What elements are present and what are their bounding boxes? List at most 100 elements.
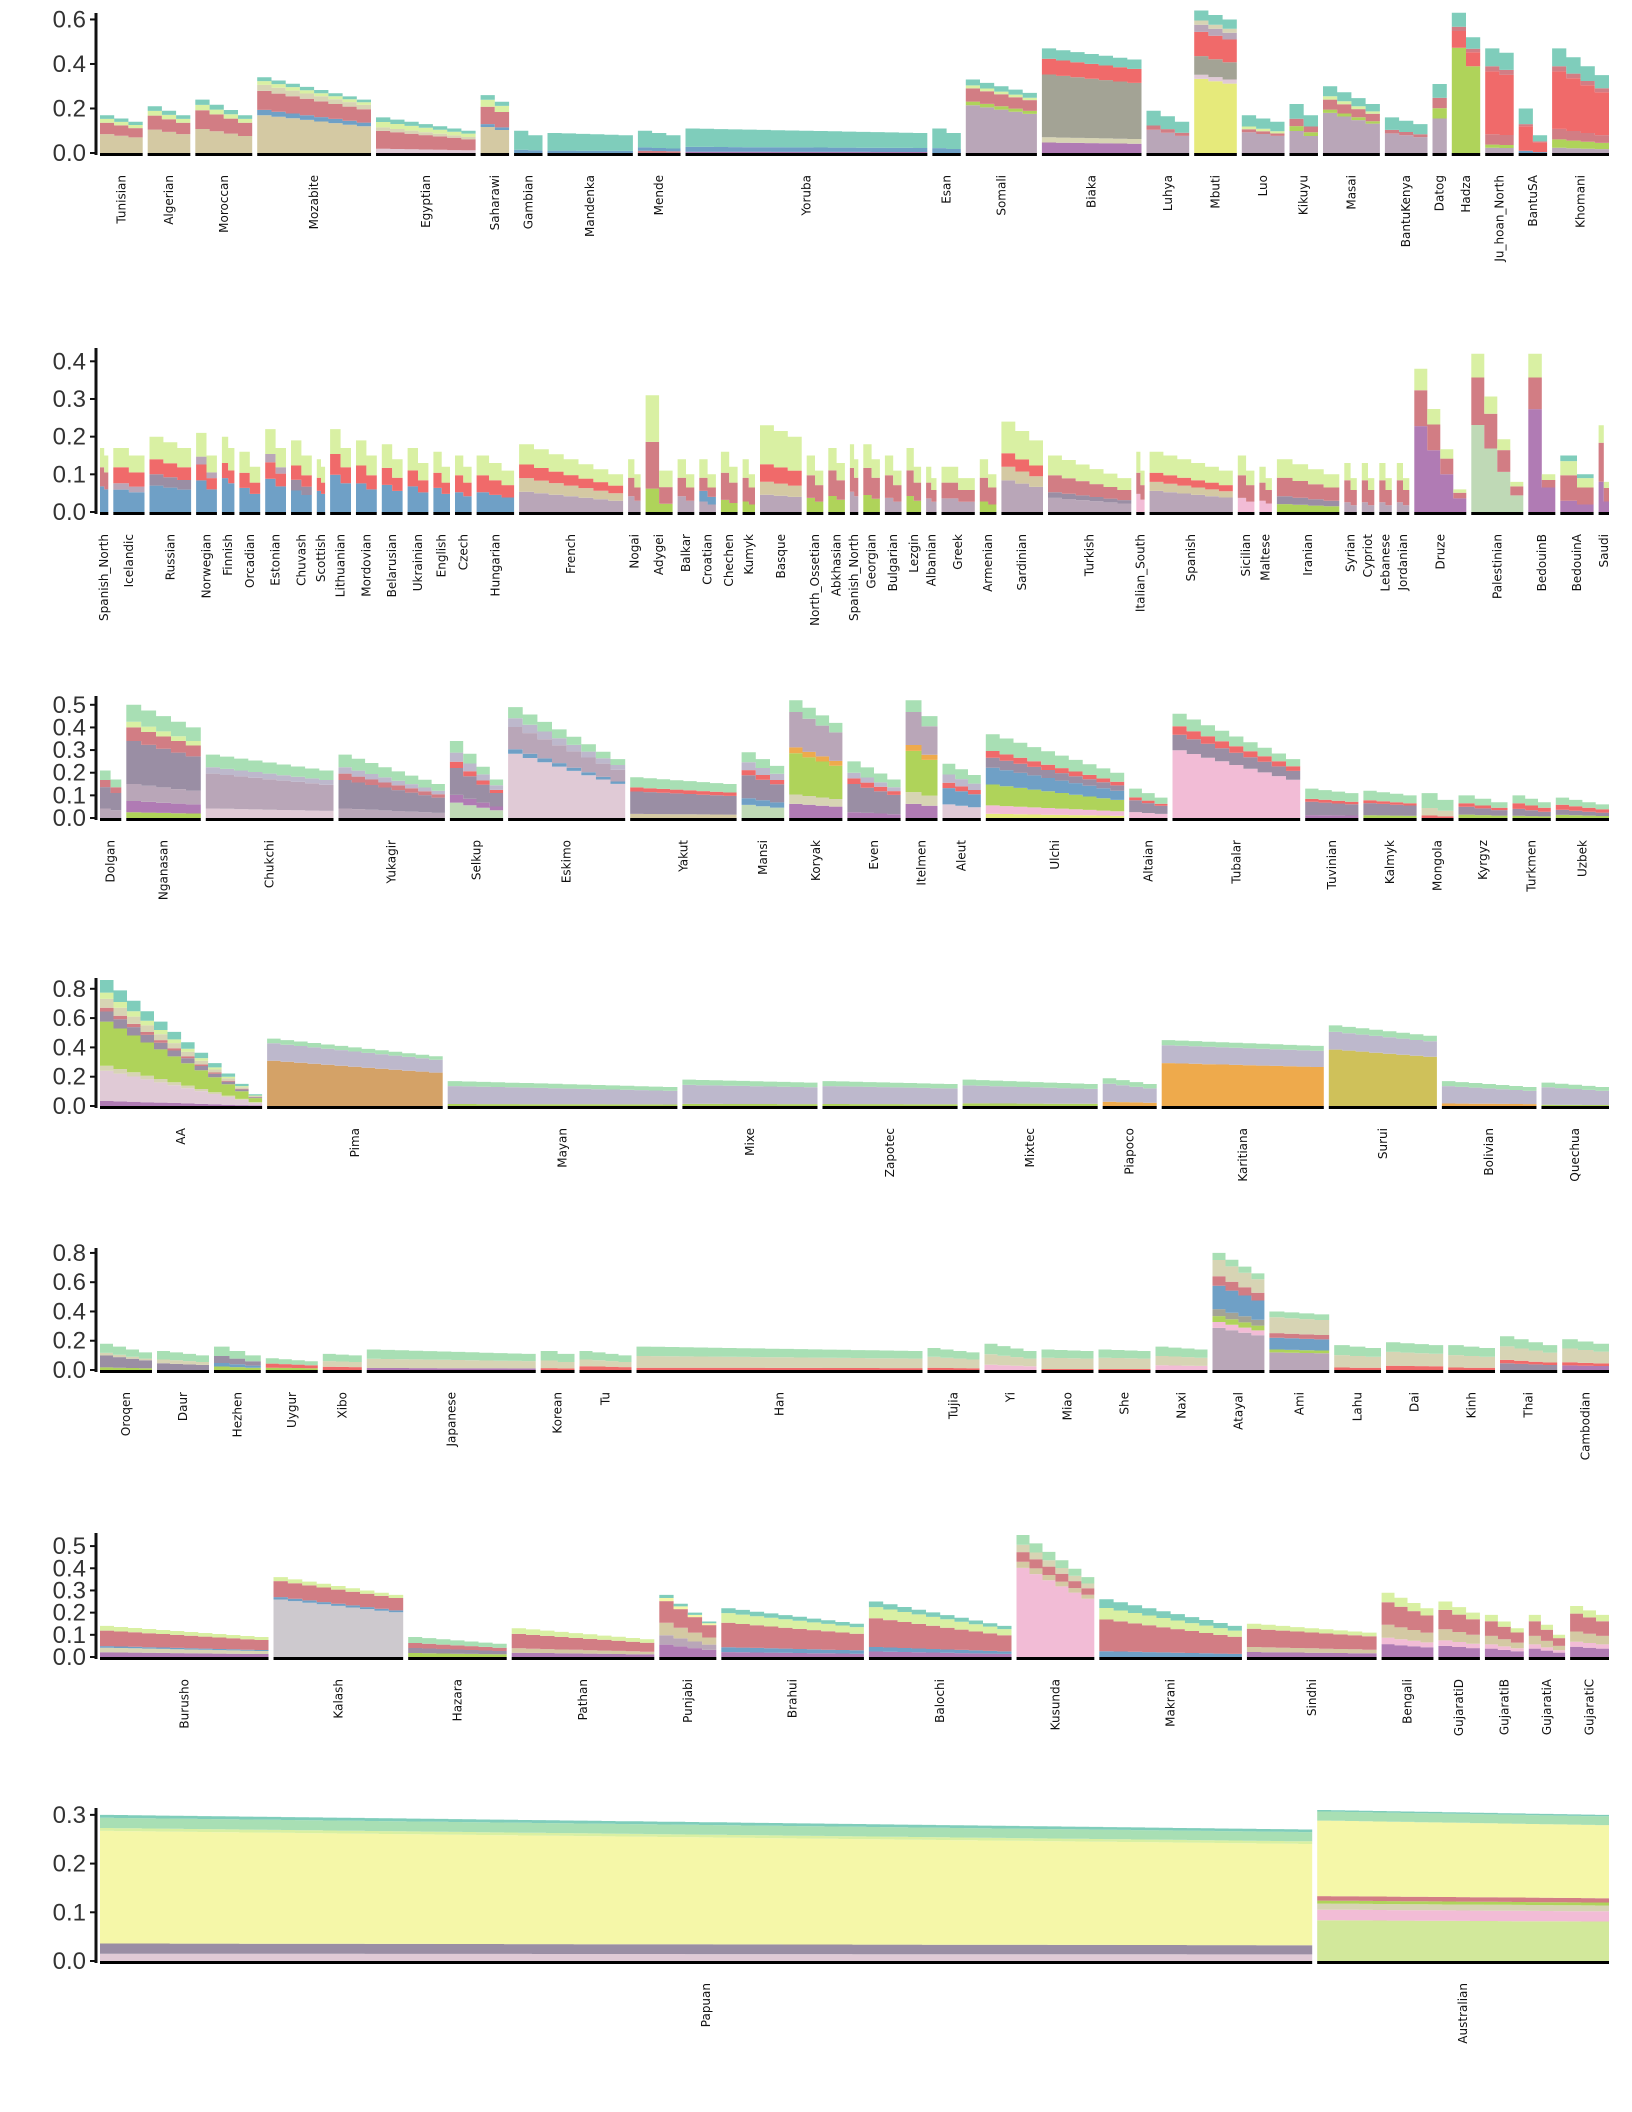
component-mauve [677, 496, 695, 512]
y-tick-label: 0.3 [53, 737, 86, 764]
component-rose [1560, 475, 1594, 505]
population-dolgan: Dolgan [100, 770, 122, 883]
component-rose [849, 467, 859, 497]
population-label: Cambodian [1579, 1392, 1593, 1460]
component-lilac [822, 1086, 958, 1105]
component-rose [1048, 475, 1132, 501]
population-label: Kyrgyz [1476, 840, 1490, 880]
population-label: Ulchi [1048, 840, 1062, 870]
component-mint [1172, 713, 1301, 767]
component-rose [1276, 477, 1340, 501]
population-label: French [564, 534, 578, 574]
component-rose [906, 470, 922, 501]
component-mint [1363, 790, 1417, 804]
component-pink [1172, 750, 1301, 818]
component-lime [806, 497, 824, 512]
component-teal [257, 77, 371, 103]
component-mint [1448, 1345, 1495, 1357]
component-red [239, 472, 261, 494]
population-label: Yakut [676, 840, 690, 873]
population-label: BedouinB [1535, 534, 1549, 591]
component-lilac [1161, 1045, 1324, 1067]
component-rose [1381, 1602, 1434, 1633]
component-rose [126, 727, 201, 757]
population-cambodian: Cambodian [1562, 1339, 1609, 1460]
population-label: GujaratiD [1452, 1679, 1466, 1736]
population-label: North_Ossetian [808, 534, 822, 626]
population-label: GujaratiA [1540, 1678, 1554, 1735]
component-blue [407, 486, 429, 512]
population-norwegian: Norwegian [196, 432, 217, 598]
component-mauve [659, 1635, 717, 1650]
y-tick-label: 0.0 [53, 805, 86, 832]
component-lime [965, 101, 1037, 114]
component-mauve [905, 712, 938, 755]
y-tick-label: 0.4 [53, 1298, 86, 1325]
component-blue [932, 148, 961, 153]
component-mint [1317, 1811, 1609, 1826]
component-teal [480, 95, 510, 106]
population-label: Chukchi [263, 840, 277, 888]
component-rose [628, 477, 641, 501]
component-tan [195, 129, 253, 153]
component-teal [100, 980, 263, 1096]
y-tick-label: 0.0 [53, 1093, 86, 1120]
component-red [1041, 1369, 1094, 1370]
component-teal [376, 117, 476, 134]
population-even: Even [847, 761, 901, 870]
component-lime [265, 1367, 318, 1370]
component-greyviolet [157, 1363, 209, 1370]
population-label: Masai [1344, 175, 1358, 210]
population-hadza: Hadza [1451, 12, 1481, 213]
population-japanese: Japanese [366, 1349, 536, 1448]
component-mauve [760, 494, 802, 512]
population-label: Eskimo [560, 840, 574, 883]
component-pink [1528, 1644, 1566, 1653]
component-pink [1484, 1644, 1524, 1652]
component-mint [100, 1343, 152, 1359]
population-label: Korean [551, 1392, 565, 1434]
component-blue [214, 1363, 261, 1368]
component-mauve [628, 496, 641, 512]
component-red [1512, 803, 1551, 812]
component-teal [1560, 455, 1594, 479]
component-rose [1136, 472, 1145, 500]
population-label: Biaka [1085, 175, 1099, 208]
component-lightgreen [1344, 463, 1357, 490]
component-lilac [508, 718, 626, 770]
component-teal [147, 106, 191, 119]
population-label: Yoruba [799, 175, 813, 217]
population-label: Han [773, 1392, 787, 1416]
component-rose [965, 88, 1037, 111]
component-mauve [1323, 112, 1380, 153]
component-rose [1451, 26, 1481, 53]
component-lime [1289, 126, 1318, 136]
component-lime [1269, 1349, 1330, 1354]
population-bantusa: BantuSA [1518, 108, 1548, 227]
population-label: Czech [456, 534, 470, 570]
component-lightgreen [1598, 425, 1609, 488]
population-ukrainian: Ukrainian [407, 448, 429, 591]
population-kusunda: Kusunda [1016, 1535, 1095, 1730]
component-mint [1269, 1311, 1330, 1320]
component-purple [868, 1651, 1012, 1657]
population-label: Lezgin [907, 534, 921, 573]
component-lightgreen [100, 118, 143, 129]
component-rose [100, 122, 143, 138]
component-greyviolet [214, 1356, 261, 1366]
component-red [149, 459, 192, 480]
population-sicilian: Sicilian [1237, 455, 1255, 577]
component-lightgreen [742, 459, 755, 488]
component-rose [100, 1007, 263, 1098]
component-red [1001, 453, 1043, 477]
component-rose [941, 482, 975, 502]
population-orcadian: Orcadian [239, 451, 261, 588]
population-cypriot: Cypriot [1361, 463, 1375, 577]
component-lightgreen [1379, 463, 1392, 490]
population-gujaratic: GujaratiC [1570, 1606, 1609, 1735]
component-teal [514, 130, 543, 151]
component-mint [322, 1353, 362, 1362]
population-spanish-north: Spanish_North [97, 448, 111, 621]
population-balkar: Balkar [677, 459, 695, 572]
